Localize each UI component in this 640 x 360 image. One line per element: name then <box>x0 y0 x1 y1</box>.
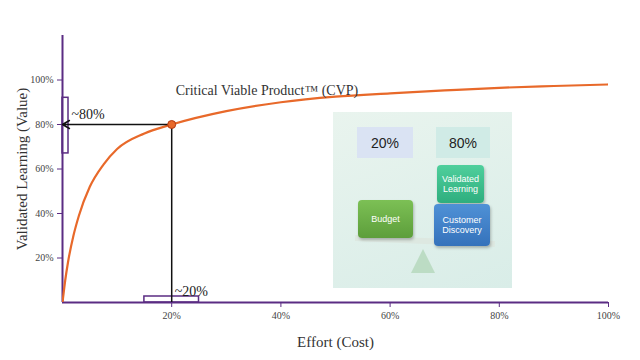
html-text:Customer Discovery: Customer Discovery <box>442 214 482 235</box>
svg-text:Validated Learning (Value): Validated Learning (Value) <box>14 88 31 250</box>
svg-text:100%: 100% <box>30 74 53 85</box>
svg-text:80%: 80% <box>35 119 53 130</box>
svg-text:Critical Viable Product™ (CVP): Critical Viable Product™ (CVP) <box>176 83 359 99</box>
svg-text:20%: 20% <box>163 310 181 321</box>
svg-text:~80%: ~80% <box>72 107 106 122</box>
svg-text:80%: 80% <box>490 310 508 321</box>
svg-text:40%: 40% <box>35 208 53 219</box>
svg-text:60%: 60% <box>381 310 399 321</box>
html-text:Validated Learning: Validated Learning <box>442 173 479 194</box>
svg-text:20%: 20% <box>35 252 53 263</box>
svg-text:60%: 60% <box>35 163 53 174</box>
svg-text:Effort (Cost): Effort (Cost) <box>297 334 374 351</box>
svg-text:100%: 100% <box>597 310 620 321</box>
svg-text:~20%: ~20% <box>175 284 209 299</box>
svg-text:40%: 40% <box>272 310 290 321</box>
html-text:Budget: Budget <box>371 213 400 224</box>
html-text:20%: 20% <box>371 134 399 151</box>
html-text:80%: 80% <box>449 134 477 151</box>
